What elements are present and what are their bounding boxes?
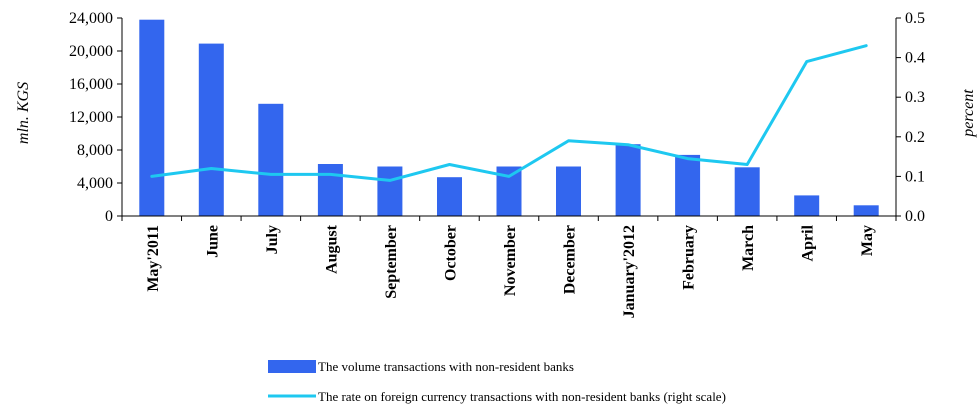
- category-label-11: April: [800, 224, 817, 261]
- legend-swatch-bar: [268, 360, 316, 373]
- right-tick-label-1: 0.1: [905, 168, 925, 185]
- right-y-ticks: 0.0 0.1 0.2 0.3 0.4 0.5: [896, 10, 925, 225]
- bar-7: [556, 166, 581, 216]
- bar-0: [139, 19, 165, 217]
- left-y-axis-title: mln. KGS: [15, 82, 32, 144]
- bar-11: [794, 195, 820, 216]
- legend-label-volume: The volume transactions with non-residen…: [318, 359, 574, 374]
- category-labels: May'2011 June July August September October No…: [145, 224, 876, 318]
- right-tick-label-5: 0.5: [905, 10, 925, 27]
- category-label-6: November: [502, 225, 519, 296]
- bar-12: [853, 205, 879, 216]
- bar-9: [675, 154, 701, 216]
- left-tick-label-3: 12,000: [69, 109, 113, 126]
- bar-5: [437, 177, 462, 216]
- left-y-ticks: 0 4,000 8,000 12,000 16,000 20,000 24,000: [69, 10, 122, 225]
- category-label-8: January'2012: [621, 225, 638, 318]
- category-label-7: December: [562, 225, 579, 294]
- left-tick-label-2: 8,000: [77, 142, 113, 159]
- x-ticks: [121, 216, 897, 221]
- legend: The volume transactions with non-residen…: [268, 359, 726, 404]
- category-label-2: July: [264, 225, 281, 254]
- category-label-4: September: [383, 225, 400, 299]
- bar-1: [198, 43, 224, 216]
- right-tick-label-0: 0.0: [905, 208, 925, 225]
- right-tick-label-4: 0.4: [905, 50, 925, 67]
- bar-4: [377, 166, 403, 216]
- category-label-5: October: [442, 225, 459, 281]
- left-tick-label-5: 20,000: [69, 43, 113, 60]
- left-tick-label-4: 16,000: [69, 76, 113, 93]
- bar-2: [258, 103, 284, 216]
- left-tick-label-1: 4,000: [77, 175, 113, 192]
- category-label-1: June: [204, 225, 221, 258]
- bar-3: [317, 164, 343, 216]
- bar-8: [615, 144, 641, 216]
- bar-10: [734, 167, 760, 216]
- left-tick-label-0: 0: [105, 208, 113, 225]
- right-y-axis-title: percent: [960, 89, 977, 138]
- rate-line: [150, 44, 868, 182]
- category-label-3: August: [323, 224, 340, 274]
- category-label-10: March: [740, 225, 757, 271]
- left-tick-label-6: 24,000: [69, 10, 113, 27]
- legend-entry-rate: The rate on foreign currency transaction…: [268, 389, 726, 404]
- legend-label-rate: The rate on foreign currency transaction…: [318, 389, 726, 404]
- right-tick-label-3: 0.3: [905, 89, 925, 106]
- bar-series: [139, 19, 879, 217]
- right-tick-label-2: 0.2: [905, 129, 925, 146]
- legend-entry-volume: The volume transactions with non-residen…: [268, 359, 574, 374]
- category-label-0: May'2011: [145, 225, 162, 292]
- category-label-12: May: [859, 225, 876, 256]
- category-label-9: February: [681, 225, 698, 290]
